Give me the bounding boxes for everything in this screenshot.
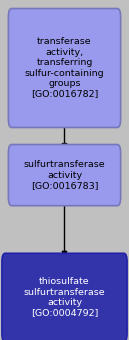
Text: transferase
activity,
transferring
sulfur-containing
groups
[GO:0016782]: transferase activity, transferring sulfu… [25, 37, 104, 99]
Text: thiosulfate
sulfurtransferase
activity
[GO:0004792]: thiosulfate sulfurtransferase activity [… [24, 277, 105, 318]
FancyBboxPatch shape [8, 8, 121, 127]
FancyBboxPatch shape [2, 253, 127, 340]
Text: sulfurtransferase
activity
[GO:0016783]: sulfurtransferase activity [GO:0016783] [24, 160, 105, 190]
FancyBboxPatch shape [8, 144, 121, 206]
